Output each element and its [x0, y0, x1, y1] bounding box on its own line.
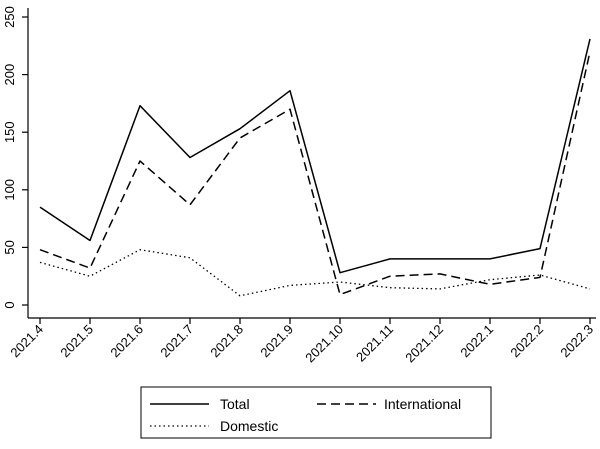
- x-tick-label: 2021.12: [402, 322, 446, 366]
- legend: Total International Domestic: [140, 386, 492, 439]
- y-tick-label: 250: [2, 6, 17, 28]
- y-tick-label: 0: [2, 301, 17, 308]
- x-axis-ticks: 2021.4 2021.5 2021.6 2021.7 2021.8 2021.9 2021…: [7, 318, 596, 365]
- x-tick-label: 2021.11: [353, 322, 396, 365]
- legend-label-international: International: [384, 396, 461, 412]
- legend-box: [140, 386, 492, 439]
- series-line-domestic: [39, 249, 591, 297]
- y-tick-label: 100: [2, 179, 17, 201]
- legend-label-total: Total: [220, 396, 250, 412]
- y-tick-label: 150: [2, 121, 17, 143]
- x-tick-label: 2021.4: [7, 322, 46, 361]
- x-tick-label: 2021.5: [57, 322, 96, 361]
- x-tick-label: 2021.10: [302, 322, 346, 366]
- x-tick-label: 2021.6: [107, 322, 146, 361]
- series-line-total: [39, 38, 591, 274]
- x-tick-label: 2021.8: [207, 322, 246, 361]
- y-axis-ticks: 0 50 100 150 200 250: [2, 6, 28, 309]
- x-tick-label: 2021.9: [257, 322, 296, 361]
- series-line-international: [39, 51, 591, 296]
- series-lines: [39, 38, 591, 297]
- y-tick-label: 50: [2, 240, 17, 254]
- x-tick-label: 2022.3: [557, 322, 596, 361]
- x-tick-label: 2021.7: [157, 322, 196, 361]
- x-tick-label: 2022.1: [457, 322, 496, 361]
- y-tick-label: 200: [2, 64, 17, 86]
- legend-label-domestic: Domestic: [220, 418, 278, 434]
- x-tick-label: 2022.2: [507, 322, 546, 361]
